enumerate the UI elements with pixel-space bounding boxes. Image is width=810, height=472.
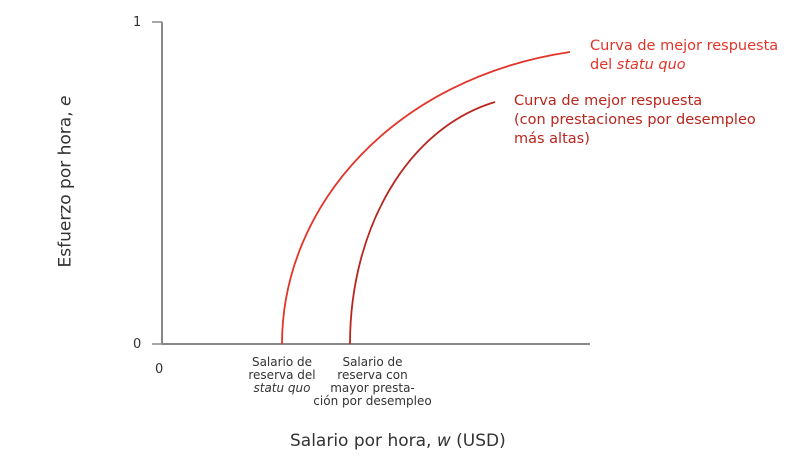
legend-line: más altas) xyxy=(514,131,590,147)
legend-status-quo: Curva de mejor respuesta del statu quo xyxy=(590,37,778,75)
marker-line: Salario de xyxy=(342,355,403,369)
legend-higher-benefits: Curva de mejor respuesta (con prestacion… xyxy=(514,92,756,149)
x-label-unit: (USD) xyxy=(450,431,506,451)
x-label-text: Salario por hora, xyxy=(290,431,437,451)
legend-line: Curva de mejor respuesta xyxy=(514,93,703,109)
marker-status-quo: Salario de reserva del statu quo xyxy=(232,356,332,395)
marker-line: statu quo xyxy=(253,381,311,395)
x-label-var: w xyxy=(436,431,451,451)
marker-higher-benefits: Salario de reserva con mayor presta- ció… xyxy=(310,356,435,408)
y-axis-label: Esfuerzo por hora, e xyxy=(55,92,76,272)
marker-line: reserva del xyxy=(248,368,316,382)
y-tick-label-1: 1 xyxy=(133,15,142,30)
x-axis-label: Salario por hora, w (USD) xyxy=(290,432,506,451)
curve-higher-benefits xyxy=(349,101,496,345)
marker-line: mayor presta- xyxy=(330,381,415,395)
y-label-var: e xyxy=(55,95,76,106)
legend-text: del xyxy=(590,57,617,73)
legend-italic: statu quo xyxy=(616,57,686,73)
legend-line: (con prestaciones por desempleo xyxy=(514,112,756,128)
x-tick-label-0: 0 xyxy=(155,362,164,377)
y-tick-label-0: 0 xyxy=(133,337,142,352)
marker-line: Salario de xyxy=(251,355,313,369)
legend-line: Curva de mejor respuesta xyxy=(590,38,779,54)
marker-line: reserva con xyxy=(337,368,408,382)
curve-status-quo xyxy=(281,51,571,345)
y-label-text: Esfuerzo por hora, xyxy=(55,105,76,268)
legend-line: del statu quo xyxy=(590,56,778,75)
marker-line: ción por desempleo xyxy=(313,394,432,408)
